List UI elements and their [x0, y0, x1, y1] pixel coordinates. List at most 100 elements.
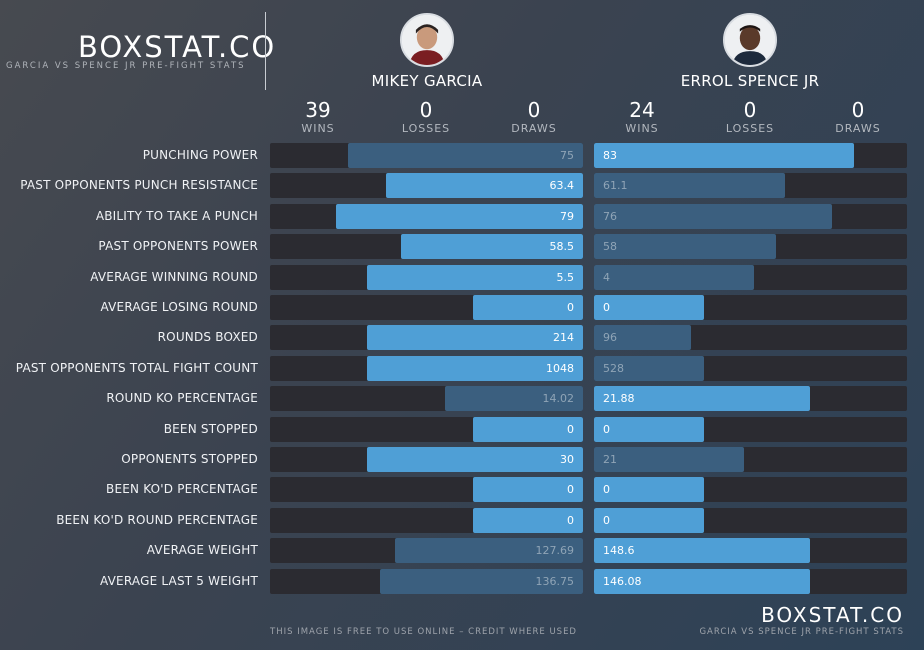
- fighter-2-stat-value: 0: [603, 513, 610, 527]
- fighter-1-stat-bar: [473, 295, 583, 320]
- fighter-2-stat-bar: [594, 447, 744, 472]
- fighter-1-stat-bar: [367, 325, 583, 351]
- fighter-1-stat-track: 214: [270, 325, 583, 351]
- fighter-2-stat-bar: [594, 143, 854, 168]
- fighter-1-stat-bar: [395, 538, 583, 564]
- fighter-1-losses: 0 LOSSES: [386, 98, 466, 136]
- brand-logo: BOXSTAT.CO: [78, 30, 277, 64]
- fighter-2-name: ERROL SPENCE JR: [680, 72, 820, 90]
- fighter-2-stat-value: 96: [603, 331, 617, 345]
- fighter-1-stat-value: 79: [560, 209, 574, 223]
- fighter-1-stat-track: 1048: [270, 355, 583, 381]
- fighter-2-stat-track: 76: [594, 203, 907, 229]
- record-value: 0: [419, 98, 433, 122]
- fighter-1-stat-value: 30: [560, 453, 574, 466]
- fighter-2-stat-track: 83: [594, 143, 907, 168]
- fighter-2-stat-track: 0: [594, 416, 907, 442]
- fighter-2-stat-bar: [594, 295, 704, 320]
- fighter-2-stat-bar: [594, 264, 754, 290]
- fighter-2-stat-track: 146.08: [594, 568, 907, 594]
- stat-label: AVERAGE LAST 5 WEIGHT: [100, 573, 258, 588]
- fighter-1-stat-value: 14.02: [542, 392, 575, 406]
- fighter-2-stat-value: 83: [603, 149, 617, 162]
- fighter-1-stat-track: 30: [270, 447, 583, 472]
- stat-label: AVERAGE LOSING ROUND: [100, 300, 258, 314]
- fighter-1-stat-bar: [348, 143, 583, 168]
- stat-label: OPPONENTS STOPPED: [121, 452, 258, 466]
- record-value: 24: [629, 98, 655, 122]
- fighter-1-stat-bar: [336, 203, 583, 229]
- stat-label: AVERAGE WEIGHT: [146, 543, 258, 558]
- fighter-2-stat-value: 61.1: [603, 179, 628, 193]
- fighter-2-stat-value: 528: [603, 361, 624, 375]
- fighter-1-stat-value: 127.69: [535, 544, 575, 558]
- fighter-1-stat-value: 5.5: [556, 270, 575, 284]
- fighter-1-stat-bar: [367, 355, 583, 381]
- fighter-1-stat-bar: [401, 234, 583, 260]
- fighter-2-stat-track: 0: [594, 477, 907, 503]
- stat-label: ROUND KO PERCENTAGE: [106, 391, 258, 406]
- stat-label: PAST OPPONENTS TOTAL FIGHT COUNT: [15, 360, 258, 375]
- fighter-1-stat-value: 0: [567, 301, 574, 314]
- fighter-1-stat-value: 1048: [546, 361, 574, 375]
- record-label: DRAWS: [835, 122, 881, 135]
- fighter-1-stat-bar: [367, 447, 583, 472]
- fighter-1-stat-value: 63.4: [549, 179, 575, 193]
- record-value: 0: [743, 98, 757, 122]
- stat-label: ROUNDS BOXED: [157, 330, 258, 345]
- fighter-2-wins: 24 WINS: [602, 98, 682, 136]
- fighter-2-avatar-icon: [723, 13, 777, 67]
- stat-label: AVERAGE WINNING ROUND: [90, 269, 258, 284]
- fighter-2-stat-bar: [594, 203, 832, 229]
- fighter-2-stat-bar: [594, 173, 785, 199]
- fighter-1-stat-value: 75: [560, 149, 574, 162]
- stat-label: BEEN KO'D PERCENTAGE: [106, 482, 258, 497]
- fighter-1-stat-track: 127.69: [270, 538, 583, 564]
- fighter-1-stat-bar: [380, 568, 583, 594]
- record-value: 0: [527, 98, 541, 122]
- fighter-2-stat-bar: [594, 386, 810, 412]
- fighter-2-stat-value: 148.6: [603, 544, 635, 558]
- fighter-1-stat-track: 0: [270, 295, 583, 320]
- fighter-2-stat-track: 528: [594, 355, 907, 381]
- stat-label: ABILITY TO TAKE A PUNCH: [95, 208, 258, 223]
- fighter-1-avatar-icon: [400, 13, 454, 67]
- fighter-1-stat-track: 0: [270, 507, 583, 533]
- stat-label: PUNCHING POWER: [142, 148, 258, 162]
- fighter-1-stat-track: 58.5: [270, 234, 583, 260]
- fighter-1-stat-track: 136.75: [270, 568, 583, 594]
- fighter-2-stat-bar: [594, 355, 704, 381]
- stat-label: PAST OPPONENTS POWER: [98, 239, 258, 254]
- fighter-1-stat-bar: [386, 173, 583, 199]
- record-label: LOSSES: [401, 122, 451, 135]
- footer-logo: BOXSTAT.CO: [761, 603, 904, 627]
- fighter-1-stat-bar: [473, 416, 583, 442]
- fighter-1-stat-bar: [473, 507, 583, 533]
- fighter-2-stat-value: 21: [603, 453, 617, 466]
- fighter-1-stat-track: 5.5: [270, 264, 583, 290]
- fighter-2-stat-value: 0: [603, 483, 610, 497]
- fighter-1-stat-value: 0: [567, 422, 574, 436]
- record-label: WINS: [301, 122, 335, 135]
- record-value: 0: [851, 98, 865, 122]
- fighter-1-name: MIKEY GARCIA: [371, 72, 483, 90]
- fighter-2-stat-value: 0: [603, 301, 610, 314]
- fighter-2-stat-track: 96: [594, 325, 907, 351]
- stat-label: BEEN KO'D ROUND PERCENTAGE: [56, 512, 258, 527]
- fighter-2-losses: 0 LOSSES: [710, 98, 790, 136]
- record-label: WINS: [625, 122, 659, 135]
- fighter-1-stat-track: 63.4: [270, 173, 583, 199]
- fighter-1-stat-bar: [473, 477, 583, 503]
- fighter-2-stat-value: 146.08: [603, 574, 642, 588]
- fighter-1-stat-track: 75: [270, 143, 583, 168]
- fighter-1-stat-track: 0: [270, 477, 583, 503]
- fighter-2-stat-bar: [594, 234, 776, 260]
- fighter-1-stat-bar: [367, 264, 583, 290]
- footer-credit-note: THIS IMAGE IS FREE TO USE ONLINE – CREDI…: [270, 627, 577, 637]
- fighter-1-stat-track: 14.02: [270, 386, 583, 412]
- fighter-1-stat-value: 58.5: [549, 240, 575, 254]
- fighter-2-stat-value: 76: [603, 209, 617, 223]
- fighter-1-wins: 39 WINS: [278, 98, 358, 136]
- fighter-2-stat-bar: [594, 538, 810, 564]
- fighter-2-stat-track: 0: [594, 507, 907, 533]
